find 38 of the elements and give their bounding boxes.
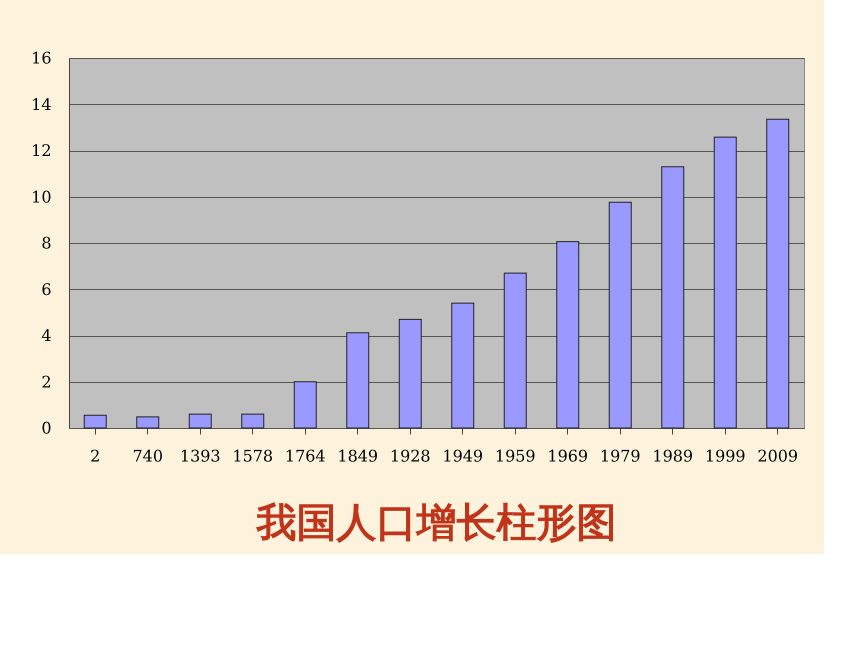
- bar: [714, 136, 737, 428]
- x-tick-label: 1578: [232, 446, 274, 466]
- bar: [451, 302, 474, 428]
- bar: [136, 416, 160, 428]
- y-tick-label: 14: [31, 94, 52, 114]
- bar: [504, 272, 527, 428]
- x-tick-label: 1969: [547, 446, 588, 466]
- y-tick-label: 4: [41, 326, 52, 345]
- bar: [608, 202, 632, 428]
- y-tick-label: 10: [31, 187, 52, 206]
- x-tick-label: 1764: [284, 446, 326, 466]
- bar: [398, 318, 422, 428]
- x-tick-label: 2009: [757, 446, 798, 466]
- y-tick-label: 0: [41, 418, 52, 438]
- x-tick-label: 1949: [442, 446, 484, 466]
- y-tick-label: 8: [41, 234, 52, 252]
- y-tick-label: 12: [31, 141, 52, 160]
- x-tick-label: 1979: [600, 446, 641, 466]
- bar: [346, 332, 370, 428]
- x-tick-label: 2: [90, 446, 100, 466]
- bar: [556, 241, 580, 428]
- x-tick-label: 1959: [494, 446, 536, 466]
- bar: [661, 166, 684, 428]
- y-tick-label: 6: [41, 280, 52, 299]
- x-tick-label: 1849: [337, 446, 378, 466]
- x-tick-label: 1928: [390, 446, 431, 466]
- bar: [188, 414, 212, 428]
- x-tick-label: 1989: [652, 446, 694, 466]
- x-tick-label: 1393: [180, 446, 221, 466]
- y-tick-label: 2: [41, 372, 52, 392]
- bar: [84, 414, 107, 428]
- x-tick-label: 740: [132, 446, 164, 466]
- bar: [294, 381, 317, 428]
- bar: [241, 414, 264, 428]
- x-tick-label: 1999: [704, 446, 746, 466]
- bar: [766, 118, 790, 428]
- y-tick-label: 16: [31, 48, 52, 68]
- text: 我国人口增长柱形图: [256, 500, 616, 546]
